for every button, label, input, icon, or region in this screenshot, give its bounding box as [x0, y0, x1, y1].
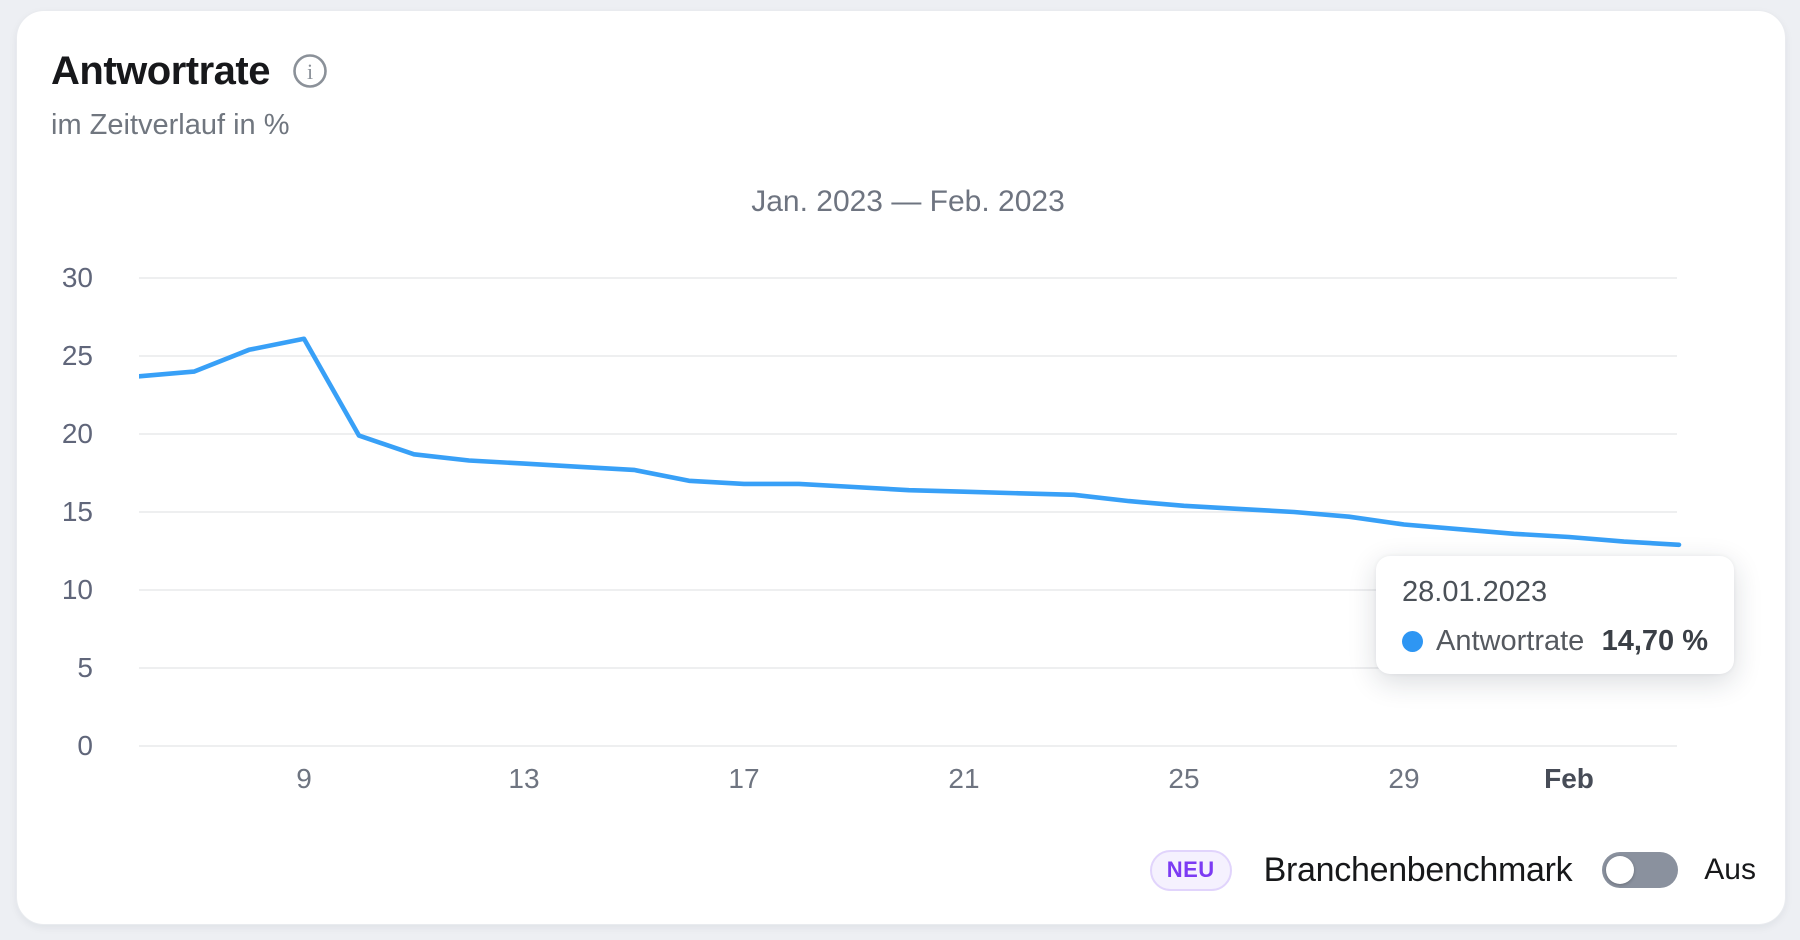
y-tick-label: 5: [77, 652, 93, 683]
toggle-knob-icon: [1606, 856, 1635, 884]
card-subtitle: im Zeitverlauf in %: [51, 109, 290, 141]
y-tick-label: 25: [61, 340, 93, 371]
tooltip-date: 28.01.2023: [1402, 576, 1548, 608]
x-tick-label: 25: [1168, 763, 1200, 794]
benchmark-label: Branchenbenchmark: [1263, 850, 1573, 889]
y-tick-label: 30: [61, 262, 93, 293]
antwortrate-card: Antwortrate i im Zeitverlauf in % Jan. 2…: [16, 10, 1786, 925]
benchmark-controls: NEU Branchenbenchmark Aus: [1149, 847, 1756, 893]
page-title: Antwortrate: [51, 49, 270, 93]
x-tick-label: Feb: [1544, 763, 1594, 794]
y-tick-label: 15: [61, 496, 93, 527]
svg-text:i: i: [307, 59, 313, 84]
chart-tooltip: 28.01.2023 Antwortrate 14,70 %: [1376, 556, 1734, 674]
x-tick-label: 9: [296, 763, 312, 794]
x-tick-label: 13: [508, 763, 540, 794]
y-tick-label: 10: [61, 574, 93, 605]
line-chart[interactable]: [139, 261, 1683, 761]
x-tick-label: 21: [948, 763, 980, 794]
series-line-antwortrate: [139, 336, 1682, 548]
chart-date-range: Jan. 2023 — Feb. 2023: [751, 185, 1065, 218]
tooltip-series-label: Antwortrate: [1436, 625, 1585, 657]
tooltip-value: 14,70 %: [1601, 625, 1708, 657]
y-tick-label: 0: [77, 730, 93, 761]
info-icon[interactable]: i: [292, 53, 328, 89]
y-tick-label: 20: [61, 418, 93, 449]
card-header: Antwortrate i im Zeitverlauf in %: [51, 49, 328, 142]
toggle-state-label: Aus: [1704, 853, 1756, 886]
neu-badge: NEU: [1149, 849, 1232, 891]
x-tick-label: 17: [728, 763, 760, 794]
series-dot-icon: [1402, 631, 1423, 652]
x-tick-label: 29: [1388, 763, 1420, 794]
benchmark-toggle[interactable]: [1602, 852, 1679, 888]
